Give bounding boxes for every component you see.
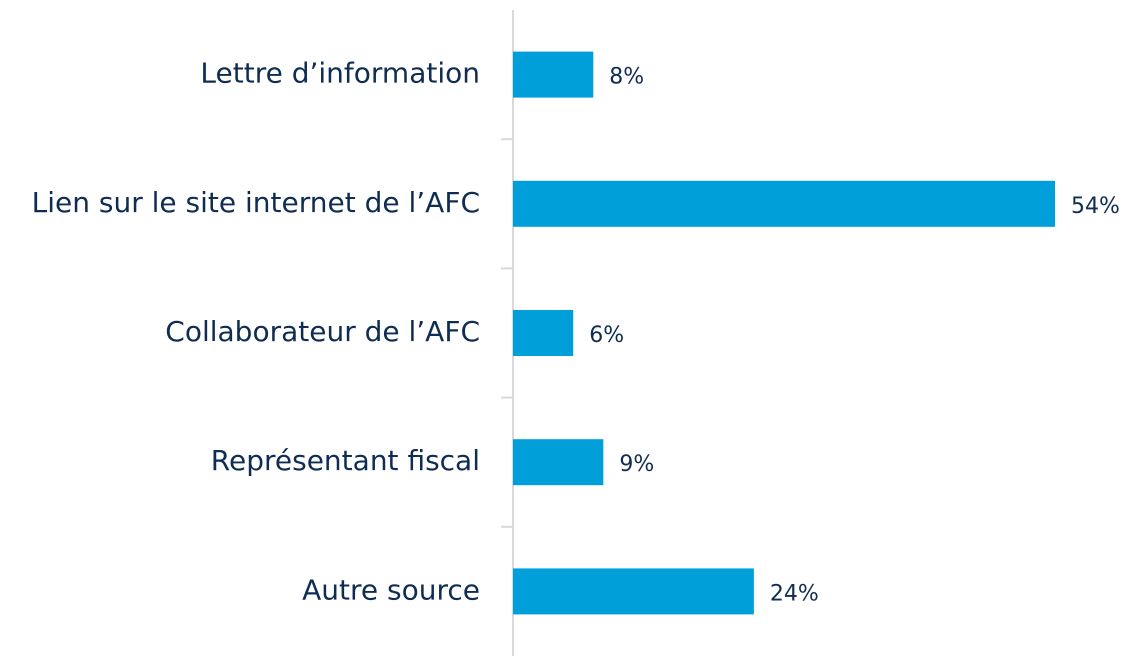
value-label: 6%: [589, 323, 624, 348]
category-label: Collaborateur de l’AFC: [165, 315, 480, 348]
category-label: Lettre d’information: [200, 57, 480, 90]
category-label: Représentant fiscal: [211, 444, 480, 477]
bar: [513, 439, 604, 486]
value-label: 54%: [1071, 194, 1120, 219]
bar: [513, 568, 754, 615]
bar: [513, 310, 574, 356]
bar: [513, 51, 594, 98]
category-label: Autre source: [302, 573, 480, 606]
value-label: 8%: [609, 65, 644, 90]
bar: [513, 180, 1055, 227]
category-label: Lien sur le site internet de l’AFC: [32, 186, 480, 219]
value-label: 24%: [770, 581, 819, 606]
value-label: 9%: [619, 452, 654, 477]
